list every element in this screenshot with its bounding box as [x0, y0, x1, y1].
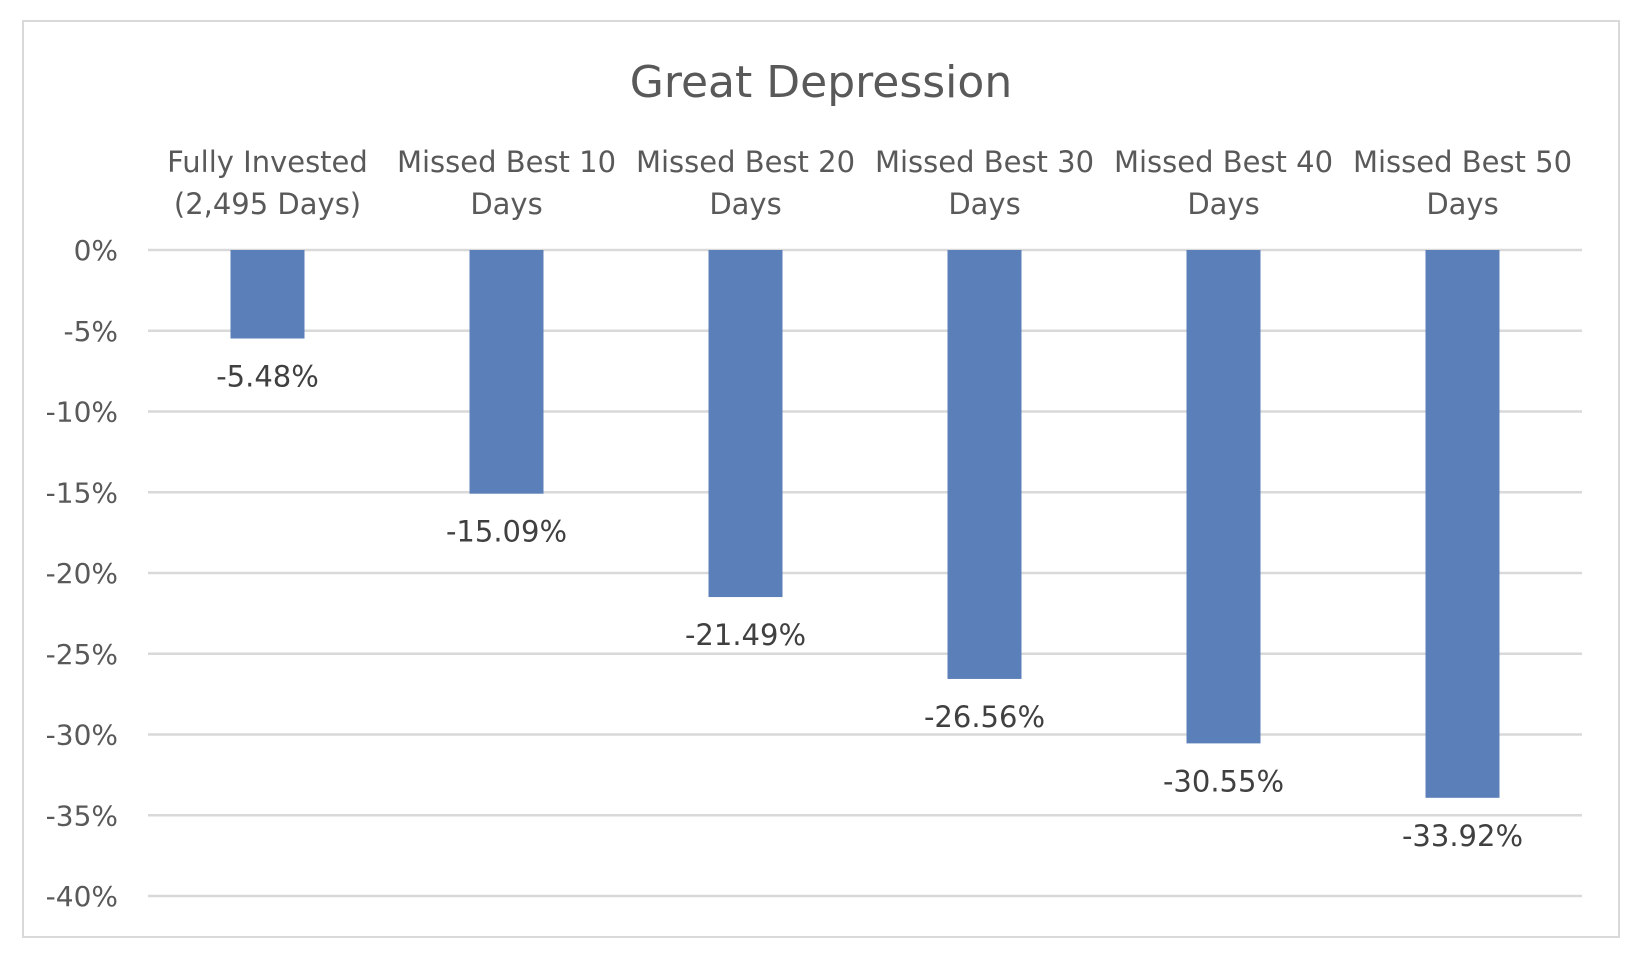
category-label: Missed Best 20 — [636, 145, 855, 179]
data-label: -5.48% — [216, 360, 319, 394]
category-label: Missed Best 10 — [397, 145, 616, 179]
data-labels: -5.48% -15.09% -21.49% -26.56% -30.55% -33.92… — [216, 360, 1523, 853]
y-tick-label: -25% — [46, 638, 118, 671]
category-labels: Fully Invested (2,495 Days) Missed Best 10… — [167, 145, 1572, 221]
data-label: -26.56% — [924, 700, 1045, 734]
y-axis-ticks: 0% -5% -10% -15% -20% -25% -30% -35% -40% — [46, 234, 118, 913]
y-tick-label: -20% — [46, 557, 118, 590]
data-label: -15.09% — [446, 515, 567, 549]
bars — [230, 250, 1500, 798]
bar — [708, 250, 783, 598]
gridlines — [148, 248, 1582, 898]
y-tick-label: -10% — [46, 396, 118, 429]
data-label: -33.92% — [1402, 819, 1523, 853]
data-label: -21.49% — [685, 618, 806, 652]
category-label: Days — [1426, 187, 1498, 221]
bar — [947, 250, 1022, 679]
category-label: Fully Invested — [167, 145, 368, 179]
y-tick-label: -5% — [63, 315, 118, 348]
category-label: Days — [1187, 187, 1259, 221]
bar — [1186, 250, 1261, 744]
category-label: Missed Best 50 — [1353, 145, 1572, 179]
chart-title: Great Depression — [630, 57, 1012, 108]
y-tick-label: -15% — [46, 476, 118, 509]
y-tick-label: -35% — [46, 799, 118, 832]
chart-frame — [22, 20, 1620, 938]
bar — [1425, 250, 1500, 798]
category-label: Days — [709, 187, 781, 221]
category-label: (2,495 Days) — [174, 187, 361, 221]
bar — [469, 250, 544, 494]
y-tick-label: -30% — [46, 719, 118, 752]
category-label: Days — [470, 187, 542, 221]
y-tick-label: 0% — [74, 234, 118, 267]
category-label: Missed Best 30 — [875, 145, 1094, 179]
data-label: -30.55% — [1163, 764, 1284, 798]
y-tick-label: -40% — [46, 880, 118, 913]
category-label: Days — [948, 187, 1020, 221]
bar — [230, 250, 305, 339]
category-label: Missed Best 40 — [1114, 145, 1333, 179]
